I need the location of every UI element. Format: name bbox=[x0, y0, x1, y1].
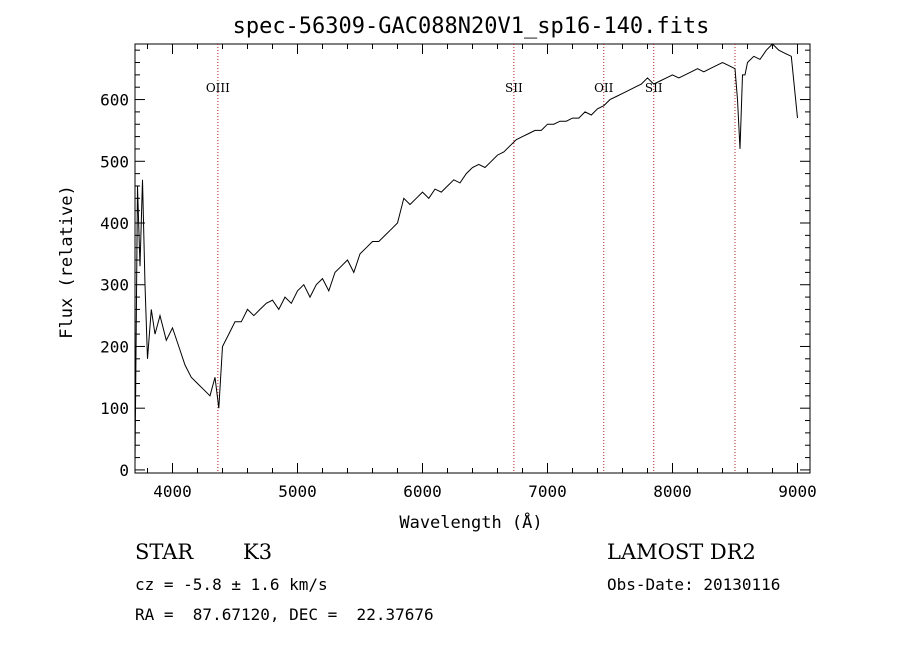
line-marker-label: SII bbox=[645, 81, 663, 95]
sky-coordinates: RA = 87.67120, DEC = 22.37676 bbox=[135, 605, 434, 624]
emission-line-markers: OIII SII OII SII bbox=[206, 44, 736, 473]
plot-frame bbox=[134, 43, 811, 474]
x-tick-label: 5000 bbox=[278, 482, 317, 501]
spectrum-series-line bbox=[134, 43, 798, 464]
object-subclass: K3 bbox=[243, 540, 273, 564]
observation-date: Obs-Date: 20130116 bbox=[607, 575, 781, 594]
x-tick-label: 7000 bbox=[528, 482, 567, 501]
y-axis: 0 100 200 300 400 500 600 bbox=[100, 49, 810, 480]
survey-name: LAMOST DR2 bbox=[607, 540, 756, 564]
chart-title: spec-56309-GAC088N20V1_sp16-140.fits bbox=[233, 14, 710, 39]
line-marker-label: OIII bbox=[206, 81, 230, 95]
y-tick-label: 600 bbox=[100, 91, 129, 110]
y-axis-label: Flux (relative) bbox=[57, 185, 77, 339]
y-tick-label: 100 bbox=[100, 399, 129, 418]
y-tick-label: 0 bbox=[119, 461, 129, 480]
redshift-velocity: cz = -5.8 ± 1.6 km/s bbox=[135, 575, 328, 594]
x-tick-label: 8000 bbox=[653, 482, 692, 501]
y-tick-label: 400 bbox=[100, 214, 129, 233]
object-class: STAR bbox=[135, 540, 194, 564]
y-tick-label: 500 bbox=[100, 152, 129, 171]
x-tick-label: 4000 bbox=[153, 482, 192, 501]
x-axis-label: Wavelength (Å) bbox=[399, 511, 542, 533]
x-axis: 4000 5000 6000 7000 8000 9000 bbox=[147, 44, 817, 501]
line-marker-label: OII bbox=[594, 81, 614, 95]
x-tick-label: 9000 bbox=[778, 482, 817, 501]
line-marker-label: SII bbox=[505, 81, 523, 95]
y-tick-label: 300 bbox=[100, 276, 129, 295]
x-tick-label: 6000 bbox=[403, 482, 442, 501]
y-tick-label: 200 bbox=[100, 337, 129, 356]
